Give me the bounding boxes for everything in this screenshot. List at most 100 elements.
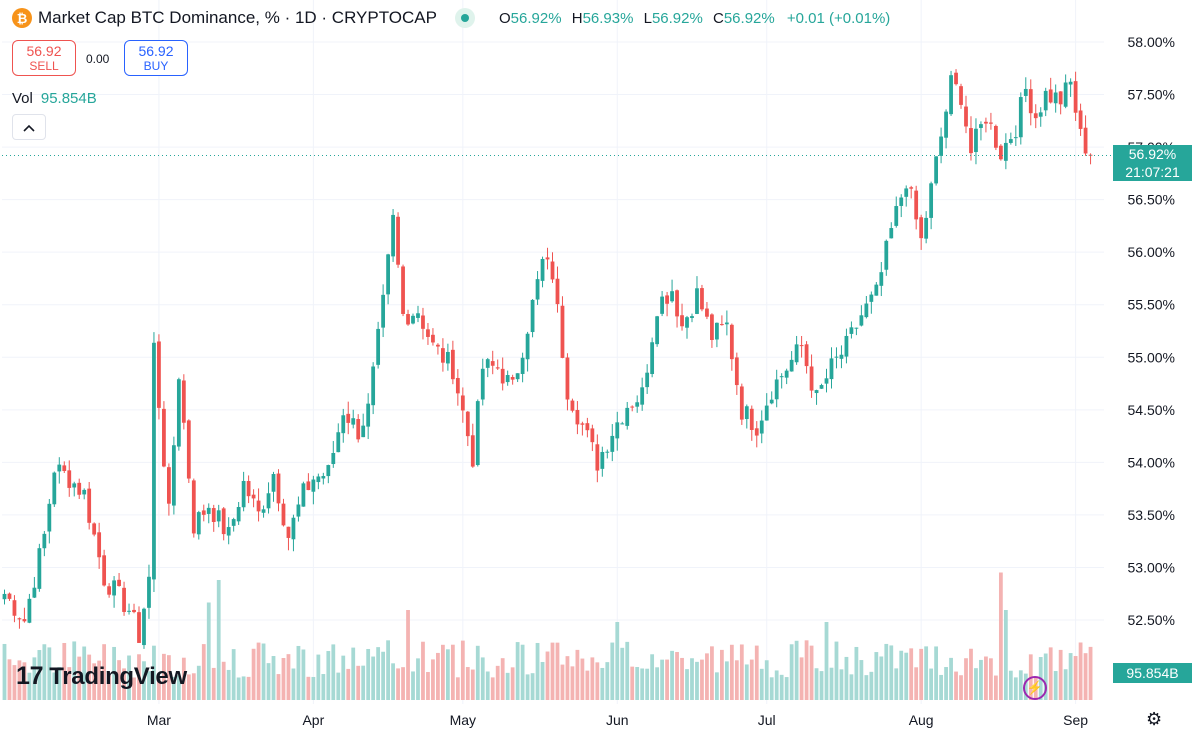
volume-bar [515, 642, 520, 700]
candle-body [92, 523, 97, 535]
volume-bar [311, 676, 316, 700]
volume-bar [929, 668, 934, 700]
sell-price: 56.92 [26, 43, 62, 59]
volume-bar [171, 676, 176, 700]
volume-bar [421, 641, 425, 700]
y-tick-label: 54.00% [1128, 454, 1175, 470]
volume-bar [894, 668, 899, 700]
candle-body [819, 385, 824, 389]
volume-bar [869, 671, 874, 700]
lightning-icon[interactable]: ⚡ [1023, 676, 1047, 700]
volume-bar [216, 580, 221, 700]
candle-body [376, 328, 381, 365]
candle-body [246, 481, 251, 497]
current-price-label: 56.92% 21:07:21 [1113, 145, 1192, 181]
volume-bar [266, 663, 271, 700]
tradingview-logo[interactable]: 17 TradingView [16, 662, 187, 691]
candlesticks [2, 69, 1093, 649]
volume-bar [565, 656, 570, 700]
volume-bar [560, 664, 565, 700]
candle-body [351, 418, 356, 425]
candle-body [475, 401, 480, 466]
volume-bar [660, 659, 664, 700]
candle-body [939, 136, 943, 156]
volume-bar [97, 660, 102, 700]
volume-bar [610, 642, 615, 700]
collapse-legend-button[interactable] [12, 114, 46, 140]
time-axis[interactable]: Mar Apr May Jun Jul Aug Sep [147, 712, 1088, 728]
volume-bar [640, 668, 645, 700]
candle-body [989, 122, 993, 124]
volume-bar [455, 677, 460, 700]
candle-body [1008, 139, 1013, 143]
candle-body [421, 315, 425, 329]
volume-bar [291, 668, 296, 700]
volume-bar [276, 674, 281, 700]
volume-bar [715, 672, 719, 700]
candle-body [465, 411, 470, 437]
candle-body [919, 217, 924, 239]
volume-bar [939, 674, 943, 700]
candle-body [52, 472, 57, 505]
open-label: O [499, 9, 511, 27]
candle-body [705, 308, 709, 317]
close-label: C [713, 9, 724, 27]
candle-body [336, 432, 341, 453]
candle-body [1058, 91, 1063, 105]
candle-body [993, 125, 998, 148]
price-axis[interactable]: 58.00%57.50%57.00%56.50%56.00%55.50%55.0… [1128, 34, 1175, 628]
y-tick-label: 58.00% [1128, 34, 1175, 50]
current-volume-label: 95.854B [1113, 663, 1192, 683]
candle-body [879, 272, 884, 286]
volume-bar [500, 658, 505, 700]
candle-body [62, 465, 67, 471]
volume-bar [799, 657, 804, 700]
volume-bar [157, 676, 161, 700]
volume-bar [176, 675, 181, 700]
candle-body [431, 334, 435, 343]
candle-body [580, 423, 585, 425]
volume-bar [57, 667, 62, 700]
volume-bar [859, 660, 864, 700]
candle-body [107, 586, 112, 595]
volume-bar [167, 655, 171, 700]
candle-body [361, 425, 366, 438]
volume-bar [964, 658, 968, 700]
sell-button[interactable]: 56.92 SELL [12, 40, 76, 76]
volume-bar [181, 657, 186, 700]
volume-bar [809, 645, 814, 700]
volume-bar [2, 643, 7, 700]
candle-body [964, 106, 968, 127]
buy-label: BUY [143, 59, 169, 73]
volume-bar [22, 662, 27, 700]
chart-title[interactable]: Market Cap BTC Dominance, % · 1D · CRYPT… [38, 8, 437, 27]
volume-bar [102, 644, 107, 700]
market-status-icon[interactable] [455, 8, 475, 28]
candle-body [784, 370, 789, 378]
current-price-value: 56.92% [1128, 146, 1177, 162]
gear-icon[interactable]: ⚙ [1146, 709, 1163, 729]
candle-body [401, 266, 405, 314]
candle-body [1073, 81, 1078, 113]
volume-bar [729, 644, 734, 700]
candle-body [1028, 89, 1033, 114]
volume-bar [241, 676, 246, 700]
volume-bar [326, 651, 331, 700]
volume-legend-label: Vol [12, 90, 33, 107]
volume-bar [545, 651, 550, 700]
candle-body [321, 476, 326, 479]
volume-bar [52, 672, 57, 700]
volume-bar [82, 646, 87, 700]
volume-bar [849, 674, 854, 700]
candle-body [844, 335, 849, 357]
volume-bar [944, 667, 948, 700]
volume-bar [107, 675, 112, 700]
volume-bar [510, 667, 515, 700]
candle-body [899, 197, 904, 206]
candle-body [341, 415, 346, 434]
candle-body [854, 327, 859, 329]
candle-body [829, 358, 834, 380]
volume-bar [67, 667, 72, 700]
buy-button[interactable]: 56.92 BUY [124, 40, 188, 76]
